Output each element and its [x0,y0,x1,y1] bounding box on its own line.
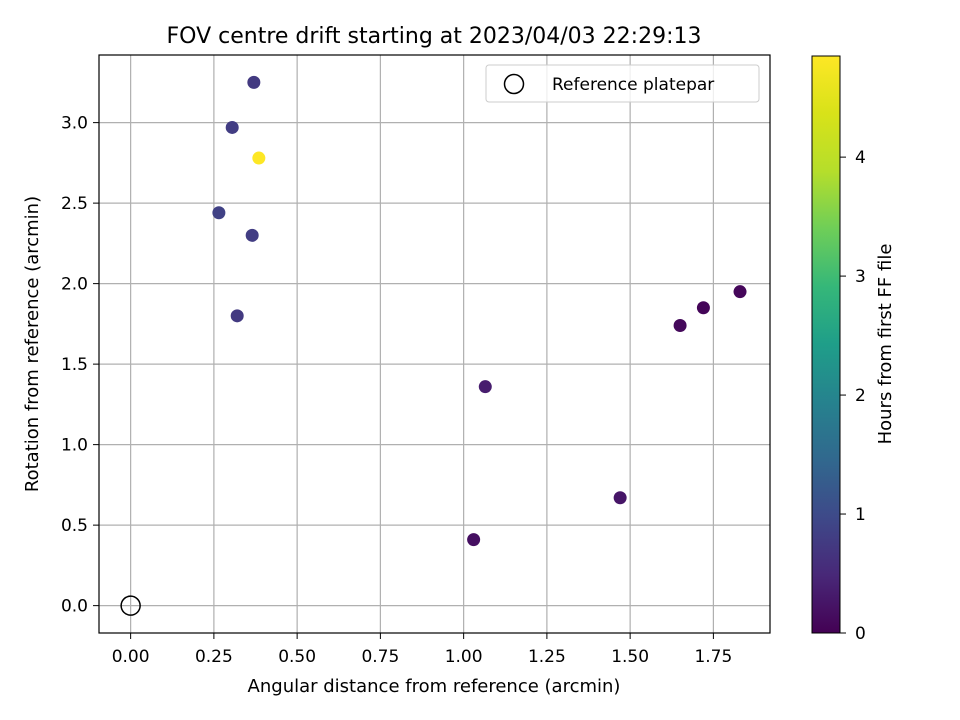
y-axis-ticks: 0.0 0.5 1.0 1.5 2.0 2.5 3.0 [61,114,99,617]
legend-label: Reference platepar [552,75,714,95]
scatter-point [245,228,259,242]
x-tick-label: 1.75 [694,647,732,667]
grid-lines [99,55,770,633]
y-tick-label: 3.0 [61,114,88,134]
scatter-point [673,318,687,332]
x-tick-label: 0.00 [112,647,150,667]
x-axis-ticks: 0.00 0.25 0.50 0.75 1.00 1.25 1.50 1.75 [112,633,732,667]
scatter-point [467,533,481,547]
y-tick-label: 1.0 [61,436,88,456]
y-axis-label: Rotation from reference (arcmin) [22,196,43,492]
scatter-point [230,309,244,323]
y-tick-label: 2.0 [61,275,88,295]
colorbar-ticks: 0 1 2 3 4 [840,148,866,644]
legend: Reference platepar [485,64,760,103]
plot-frame [98,54,771,634]
y-tick-label: 2.5 [61,194,88,214]
reference-platepar-marker [120,595,141,616]
colorbar-tick-label: 4 [855,148,866,168]
x-tick-label: 0.75 [361,647,399,667]
legend-box [485,64,760,103]
colorbar-tick-label: 2 [855,386,866,406]
scatter-point [733,285,747,299]
scatter-point [696,301,710,315]
x-tick-label: 0.25 [195,647,233,667]
x-axis-label: Angular distance from reference (arcmin) [248,676,621,697]
scatter-point [252,151,266,165]
colorbar-tick-label: 3 [855,267,866,287]
y-tick-label: 1.5 [61,355,88,375]
colorbar-tick-label: 0 [855,624,866,644]
colorbar-gradient [811,55,841,634]
colorbar: 0 1 2 3 4 Hours from first FF file [811,55,896,644]
y-tick-label: 0.0 [61,597,88,617]
scatter-point [478,380,492,394]
reference-point [120,595,141,616]
scatter-point [225,120,239,134]
x-tick-label: 0.50 [278,647,316,667]
x-tick-label: 1.25 [528,647,566,667]
legend-marker-circle [503,73,525,95]
scatter-point [212,206,226,220]
x-tick-label: 1.00 [445,647,483,667]
colorbar-tick-label: 1 [855,505,866,525]
scatter-point [613,491,627,505]
y-tick-label: 0.5 [61,516,88,536]
colorbar-label: Hours from first FF file [875,244,896,445]
chart-title: FOV centre drift starting at 2023/04/03 … [167,24,702,49]
scatter-point [247,75,261,89]
x-tick-label: 1.50 [611,647,649,667]
data-points [212,75,747,547]
